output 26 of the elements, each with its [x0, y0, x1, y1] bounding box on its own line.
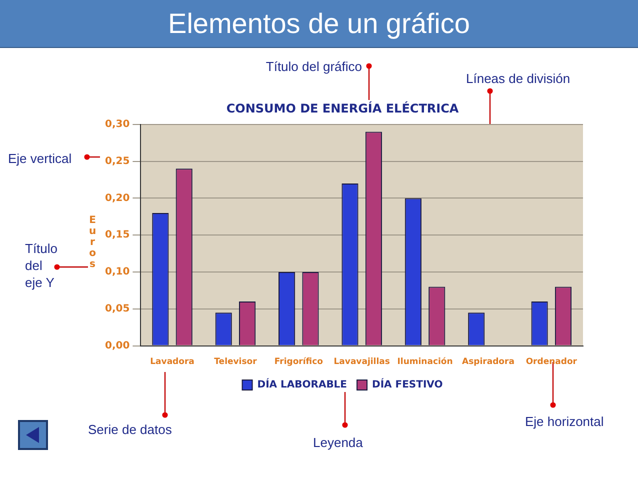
y-tick-label: 0,10: [104, 266, 130, 278]
x-tick-label: Lavavajillas: [334, 357, 390, 368]
x-tick-label: Lavadora: [150, 357, 195, 368]
x-tick-label: Iluminación: [397, 357, 453, 368]
y-tick-label: 0,00: [104, 340, 130, 352]
x-tick-label: Frigorífico: [274, 357, 324, 368]
text: Leyenda: [313, 434, 364, 451]
y-tick-label: 0,30: [104, 118, 130, 130]
x-tick-label: Aspiradora: [462, 357, 515, 368]
y-tick-label: 0,25: [104, 156, 130, 167]
text: Elementos de un gráfico: [0, 0, 638, 48]
text: Líneas de división: [466, 70, 572, 87]
x-tick-label: Ordenador: [526, 357, 578, 368]
y-tick-label: 0,05: [104, 303, 130, 314]
y-tick-label: 0,15: [104, 230, 130, 241]
chart-title: CONSUMO DE ENERGÍA ELÉCTRICA: [226, 100, 460, 116]
y-tick-label: 0,20: [104, 192, 130, 204]
x-tick-label: Televisor: [214, 357, 258, 368]
legend-label: DÍA FESTIVO: [372, 378, 443, 391]
text: Serie de datos: [88, 421, 173, 438]
text: Título del gráfico: [264, 58, 362, 75]
text: Eje horizontal: [525, 413, 605, 430]
y-axis-title: Euros: [88, 215, 97, 270]
legend-label: DÍA LABORABLE: [257, 378, 348, 391]
text: Título del eje Y: [25, 240, 59, 291]
text: Eje vertical: [8, 150, 73, 167]
